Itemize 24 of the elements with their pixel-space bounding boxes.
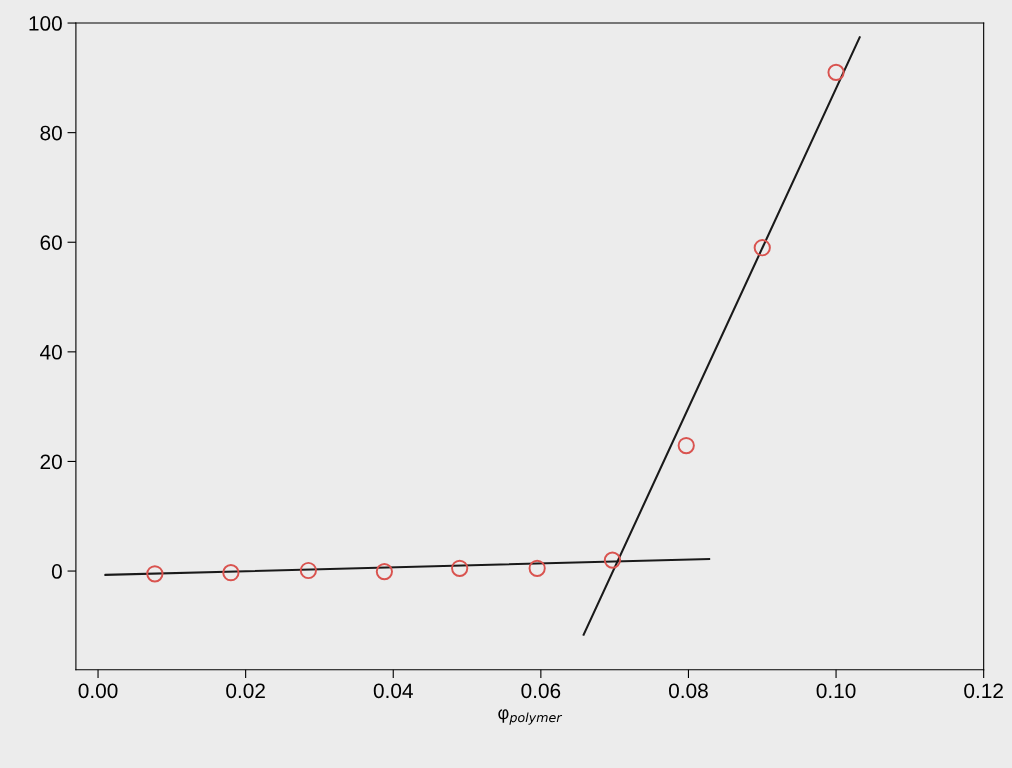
point [222,564,240,582]
x-axis-title: φ$_{polymer}$ [498,709,563,725]
point [827,63,845,81]
x-tick-label: 0.06 [521,683,561,699]
x-tick-label: 0.04 [373,683,413,699]
point [451,559,469,577]
y-tick-label: 20 [40,454,62,470]
point [528,559,546,577]
point [753,239,771,257]
y-tick-label: 60 [40,235,62,250]
point [299,561,317,580]
x-tick-label: 0.08 [669,683,708,699]
y-tick-label: 40 [40,344,62,360]
y-tick-label: 0 [51,564,62,579]
point [677,436,695,455]
point [603,551,622,569]
x-tick-label: 0.10 [816,683,856,699]
y-tick-label: 80 [40,125,62,141]
x-tick-label: 0.02 [226,683,265,699]
y-tick-label: 100 [29,16,62,31]
x-tick-label: 0.12 [964,683,1003,699]
point [375,562,393,581]
x-tick-label: 0.00 [78,683,118,699]
point [146,565,164,583]
